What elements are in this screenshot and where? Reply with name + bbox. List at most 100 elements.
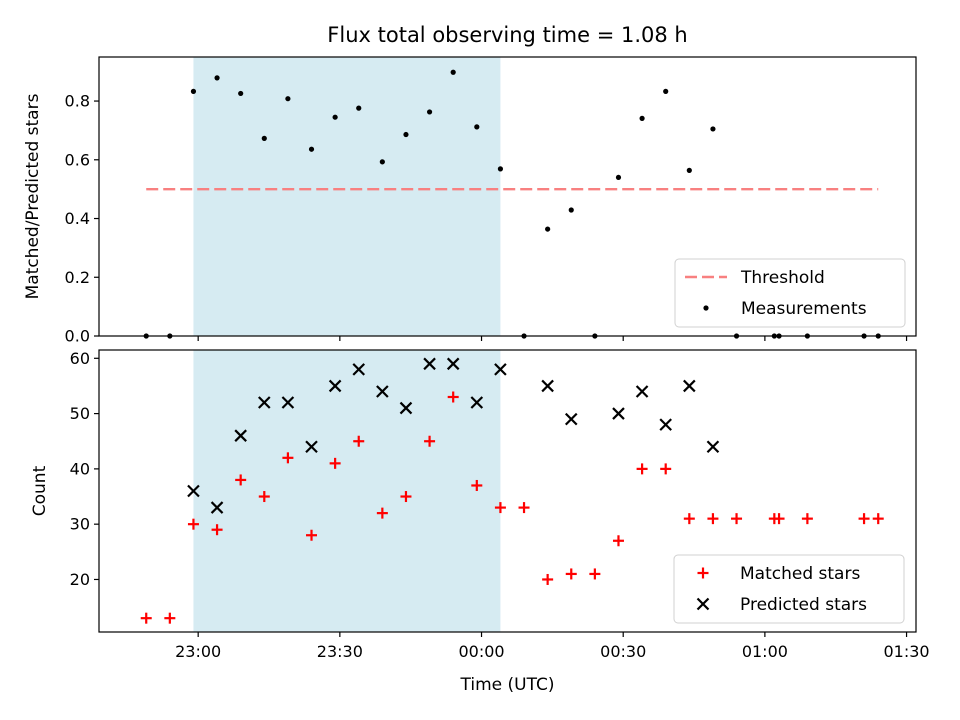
cross-b [210, 501, 224, 514]
measurement-point [238, 90, 244, 97]
y-tick-label: 50 [70, 404, 90, 423]
measurement-point [474, 124, 480, 130]
matched-star-point [858, 513, 870, 525]
cross-b [706, 440, 720, 454]
cross-b [635, 385, 649, 398]
y-tick-label: 0.0 [65, 327, 90, 346]
y-tick-label: 0.2 [65, 268, 90, 287]
cross-b [494, 363, 507, 376]
predicted-star-point [446, 357, 460, 371]
cross-b [541, 379, 554, 393]
measurement-point [261, 135, 267, 141]
predicted-star-point [328, 379, 342, 393]
predicted-star-point [281, 396, 295, 409]
matched-star-point [636, 463, 648, 475]
cross-b [328, 379, 342, 393]
predicted-star-point [352, 363, 366, 376]
matched-star-point [376, 507, 388, 519]
measurement-point [686, 167, 692, 173]
matched-star-point [471, 479, 483, 491]
cross-b [612, 407, 625, 420]
measurement-point [710, 126, 716, 132]
legend-cross-marker [696, 597, 710, 611]
chart-title: Flux total observing time = 1.08 h [327, 23, 687, 47]
predicted-star-point [564, 412, 578, 426]
observing-window-shade [193, 350, 501, 632]
top-legend: Threshold Measurements [674, 258, 906, 328]
legend-plus-marker [697, 567, 709, 579]
measurement-point [214, 75, 220, 81]
y-tick-label: 0.6 [65, 150, 90, 169]
measurement-points [143, 69, 881, 339]
cross-b [696, 597, 710, 611]
top-y-axis-label: Matched/Predicted stars [23, 93, 43, 299]
top-legend-box [674, 258, 906, 328]
matched-star-point [518, 502, 530, 514]
predicted-star-point [399, 401, 413, 415]
matched-star-point [187, 518, 199, 530]
bottom-x-ticks: 23:00 23:30 00:00 00:30 01:00 01:30 [175, 632, 930, 661]
x-tick-label: 00:30 [600, 642, 646, 661]
matched-stars-points [140, 391, 884, 624]
legend-threshold-label: Threshold [740, 268, 825, 288]
cross-b [187, 484, 200, 498]
cross-b [470, 396, 484, 409]
legend-matched-swatch [697, 567, 709, 579]
predicted-star-point [635, 385, 649, 398]
bottom-panel: 20 30 40 50 60 23:00 23:30 00:00 00:30 01:00 01:3… [30, 349, 930, 695]
predicted-star-point [541, 379, 554, 393]
cross-b [399, 401, 413, 415]
legend-measurements-swatch [703, 305, 709, 311]
matched-star-point [801, 513, 813, 525]
y-tick-label: 40 [70, 459, 90, 478]
matched-star-point [565, 568, 577, 580]
x-axis-label: Time (UTC) [460, 675, 555, 695]
legend-measurements-label: Measurements [741, 299, 867, 319]
measurement-point [403, 131, 409, 138]
predicted-star-point [305, 440, 318, 454]
matched-star-point [424, 435, 436, 447]
cross-b [352, 363, 366, 376]
cross-b [376, 385, 389, 398]
top-panel: 0.0 0.2 0.4 0.6 0.8 Flux total observing tim… [23, 23, 917, 346]
observing-window-shade [193, 57, 501, 336]
measurement-point [356, 105, 362, 111]
cross-b [305, 440, 318, 454]
measurement-point [497, 166, 504, 172]
matched-star-point [235, 474, 247, 486]
matched-star-point [329, 457, 341, 469]
predicted-star-point [659, 418, 672, 431]
x-tick-label: 23:30 [317, 642, 363, 661]
predicted-star-point [376, 385, 389, 398]
matched-star-point [164, 612, 176, 624]
predicted-star-point [258, 396, 271, 409]
bottom-axes-frame [98, 349, 917, 633]
predicted-star-point [494, 363, 507, 376]
cross-b [258, 396, 271, 409]
x-tick-label: 00:00 [458, 642, 504, 661]
legend-matched-label: Matched stars [740, 564, 860, 584]
predicted-star-point [423, 357, 436, 371]
predicted-star-point [210, 501, 224, 514]
cross-b [564, 412, 578, 426]
measurement-point [190, 88, 197, 94]
top-y-ticks: 0.0 0.2 0.4 0.6 0.8 [65, 92, 99, 346]
matched-star-point [773, 513, 785, 525]
measurement-point [285, 96, 291, 102]
measurement-point [450, 69, 456, 75]
y-tick-label: 0.8 [65, 92, 90, 111]
matched-star-point [494, 502, 506, 514]
y-tick-label: 20 [70, 570, 90, 589]
matched-star-point [306, 529, 318, 541]
matched-star-point [140, 612, 152, 624]
bottom-legend: Matched stars Predicted stars [673, 554, 905, 624]
matched-star-point [447, 391, 459, 403]
measurement-point [615, 174, 622, 181]
cross-b [423, 357, 436, 371]
matched-star-point [542, 573, 554, 585]
predicted-star-point [706, 440, 720, 454]
matched-star-point [211, 524, 223, 536]
measurement-point [308, 146, 315, 152]
measurement-point [663, 88, 669, 94]
